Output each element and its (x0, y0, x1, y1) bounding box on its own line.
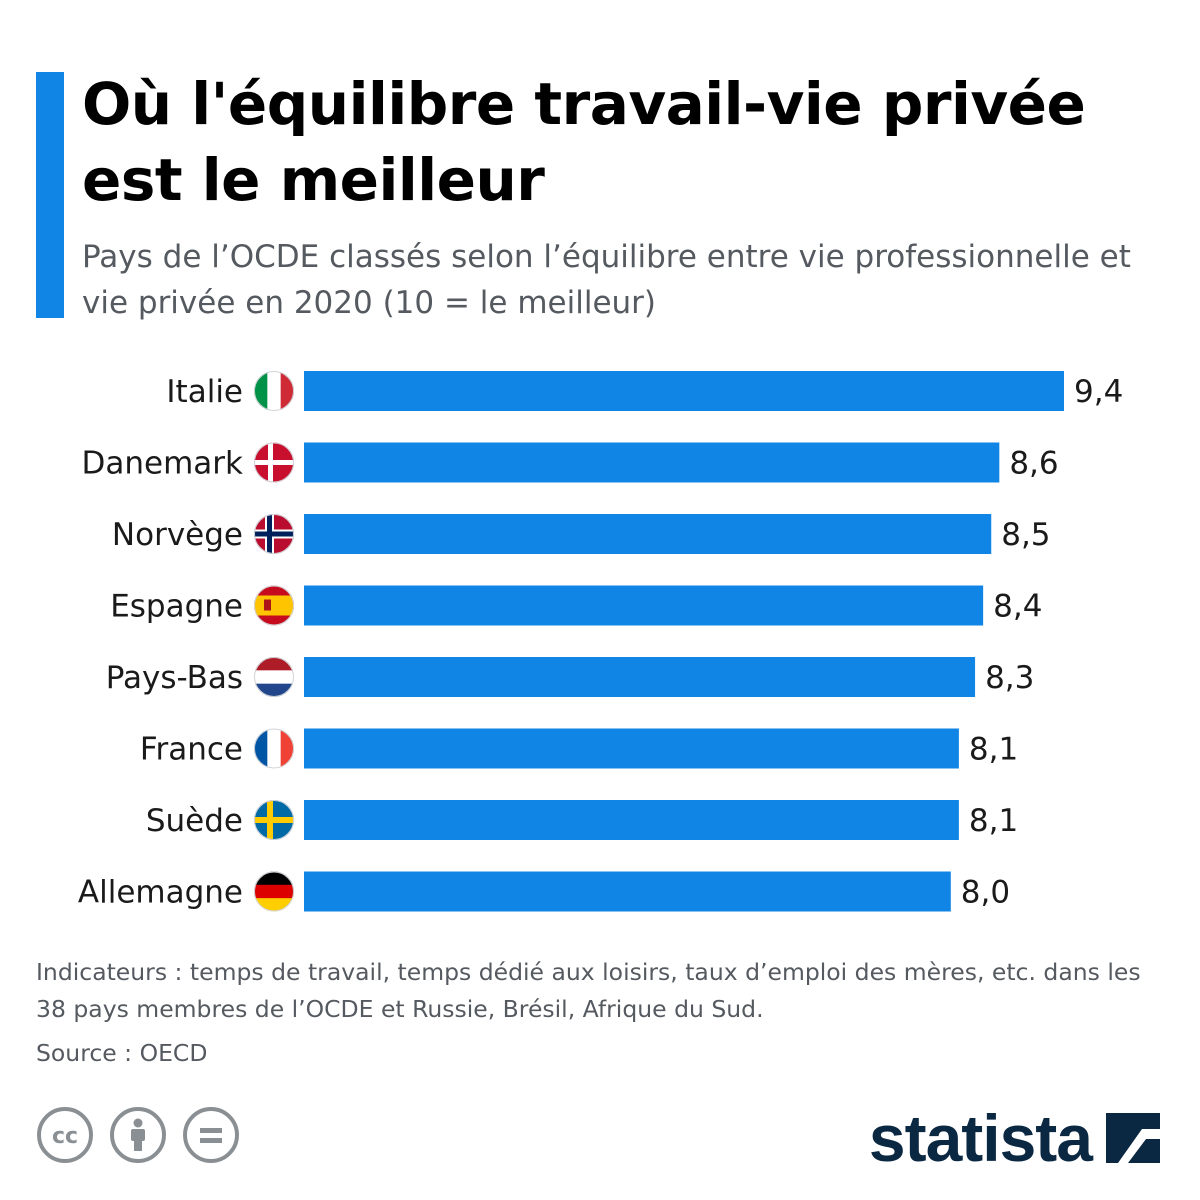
france-flag-icon (254, 728, 294, 769)
germany-flag-icon (254, 871, 294, 912)
norway-flag-icon (254, 514, 294, 554)
chart-title: Où l'équilibre travail-vie privée est le… (82, 70, 1086, 214)
footnote: Indicateurs : temps de travail, temps dé… (36, 958, 1141, 1023)
bar (304, 657, 976, 697)
denmark-flag-icon (254, 442, 294, 483)
bar-chart: Italie 9,4 Danemark 8,6 Norvège 8,5 Espagne 8,4… (78, 371, 1123, 912)
creative-commons-icon: cc (37, 1107, 93, 1163)
bar-row: Suède 8,1 (146, 800, 1018, 840)
value-label: 8,6 (1009, 446, 1058, 482)
svg-text:cc: cc (52, 1124, 78, 1149)
value-label: 8,3 (985, 660, 1034, 696)
license-icons: cc (36, 1106, 240, 1164)
bar (304, 514, 992, 554)
attribution-icon (110, 1107, 166, 1163)
bar-row: France 8,1 (140, 728, 1018, 769)
bar-row: Espagne 8,4 (110, 585, 1042, 626)
bar-row: Italie 9,4 (166, 371, 1123, 411)
value-label: 8,5 (1001, 517, 1050, 553)
category-label: Pays-Bas (106, 660, 243, 696)
no-derivatives-icon (183, 1107, 239, 1163)
value-label: 8,1 (969, 803, 1018, 839)
bar (304, 871, 951, 912)
category-label: Italie (166, 374, 243, 410)
statista-mark-icon (1106, 1113, 1160, 1163)
bar (304, 585, 984, 626)
brand-name: statista (868, 1101, 1093, 1175)
chart-subtitle: Pays de l’OCDE classés selon l’équilibre… (82, 239, 1131, 321)
netherlands-flag-icon (254, 657, 294, 697)
bar (304, 728, 959, 769)
category-label: Danemark (82, 446, 244, 482)
bar-row: Pays-Bas 8,3 (106, 657, 1034, 697)
value-label: 8,0 (961, 875, 1010, 911)
sweden-flag-icon (254, 800, 294, 840)
bar-row: Norvège 8,5 (112, 514, 1051, 554)
bar-row: Allemagne 8,0 (78, 871, 1010, 912)
source-note: Source : OECD (36, 1039, 208, 1067)
bar (304, 442, 1000, 483)
category-label: Norvège (112, 517, 243, 553)
value-label: 9,4 (1074, 374, 1123, 410)
spain-flag-icon (254, 585, 294, 626)
category-label: Allemagne (78, 875, 243, 911)
value-label: 8,4 (993, 589, 1042, 625)
bar (304, 371, 1064, 411)
category-label: Espagne (110, 589, 243, 625)
category-label: Suède (146, 803, 243, 839)
bar-row: Danemark 8,6 (82, 442, 1059, 483)
title-accent-bar (36, 72, 64, 318)
bar (304, 800, 959, 840)
italy-flag-icon (254, 371, 294, 411)
value-label: 8,1 (969, 732, 1018, 768)
category-label: France (140, 732, 243, 768)
statista-logo: statista (869, 1098, 1164, 1178)
